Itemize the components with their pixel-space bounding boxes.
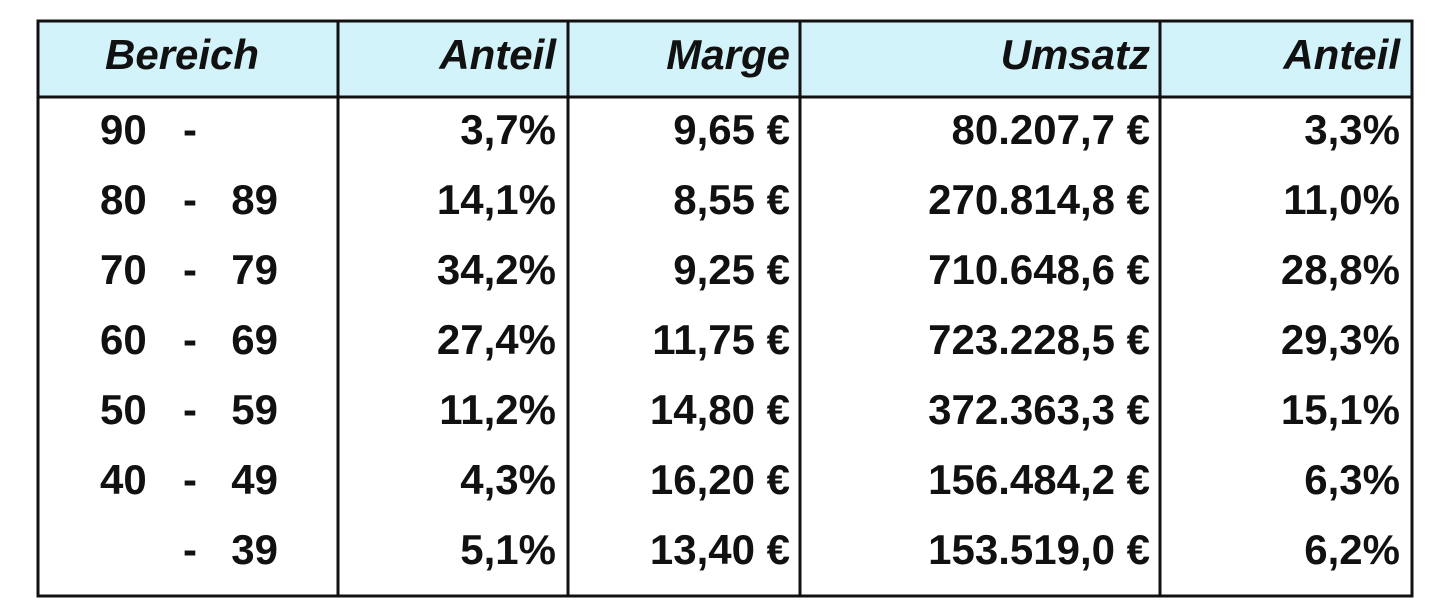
cell: 11,2%	[439, 386, 556, 433]
cell: 5,1%	[460, 526, 556, 573]
cell: 13,40 €	[650, 526, 790, 573]
cell: 723.228,5 €	[928, 316, 1150, 363]
table-border	[36, 19, 1414, 598]
cell: 11,0%	[1283, 176, 1400, 223]
cell: 710.648,6 €	[928, 246, 1150, 293]
cell: 372.363,3 €	[928, 386, 1150, 433]
cell: 156.484,2 €	[928, 456, 1150, 503]
range-separator: -	[183, 386, 197, 433]
range-from: 60	[100, 316, 147, 363]
header-background	[38, 21, 1412, 97]
column-header: Umsatz	[1001, 31, 1150, 78]
range-from: 40	[100, 456, 147, 503]
cell: 9,65 €	[673, 106, 790, 153]
range-from: 50	[100, 386, 147, 433]
cell: 153.519,0 €	[928, 526, 1150, 573]
cell: 3,3%	[1304, 106, 1400, 153]
range-to: 59	[231, 386, 278, 433]
cell: 80.207,7 €	[951, 106, 1150, 153]
cell: 9,25 €	[673, 246, 790, 293]
cell: 27,4%	[437, 316, 556, 363]
cell: 14,80 €	[650, 386, 790, 433]
range-separator: -	[183, 176, 197, 223]
cell: 34,2%	[437, 246, 556, 293]
range-separator: -	[183, 456, 197, 503]
cell: 16,20 €	[650, 456, 790, 503]
cell: 15,1%	[1281, 386, 1400, 433]
cell: 14,1%	[437, 176, 556, 223]
range-to: 69	[231, 316, 278, 363]
cell: 6,2%	[1304, 526, 1400, 573]
cell: 28,8%	[1281, 246, 1400, 293]
range-separator: -	[183, 316, 197, 363]
range-to: 79	[231, 246, 278, 293]
column-header: Bereich	[105, 31, 259, 78]
cell: 3,7%	[460, 106, 556, 153]
cell: 29,3%	[1281, 316, 1400, 363]
range-from: 80	[100, 176, 147, 223]
range-to: 39	[231, 526, 278, 573]
cell: 6,3%	[1304, 456, 1400, 503]
column-header: Anteil	[1282, 31, 1401, 78]
cell: 8,55 €	[673, 176, 790, 223]
range-to: 49	[231, 456, 278, 503]
cell: 4,3%	[460, 456, 556, 503]
range-separator: -	[183, 106, 197, 153]
cell: 11,75 €	[652, 316, 790, 363]
column-header: Anteil	[438, 31, 557, 78]
range-separator: -	[183, 526, 197, 573]
column-header: Marge	[666, 31, 790, 78]
range-separator: -	[183, 246, 197, 293]
range-from: 90	[100, 106, 147, 153]
cell: 270.814,8 €	[928, 176, 1150, 223]
range-from: 70	[100, 246, 147, 293]
range-to: 89	[231, 176, 278, 223]
